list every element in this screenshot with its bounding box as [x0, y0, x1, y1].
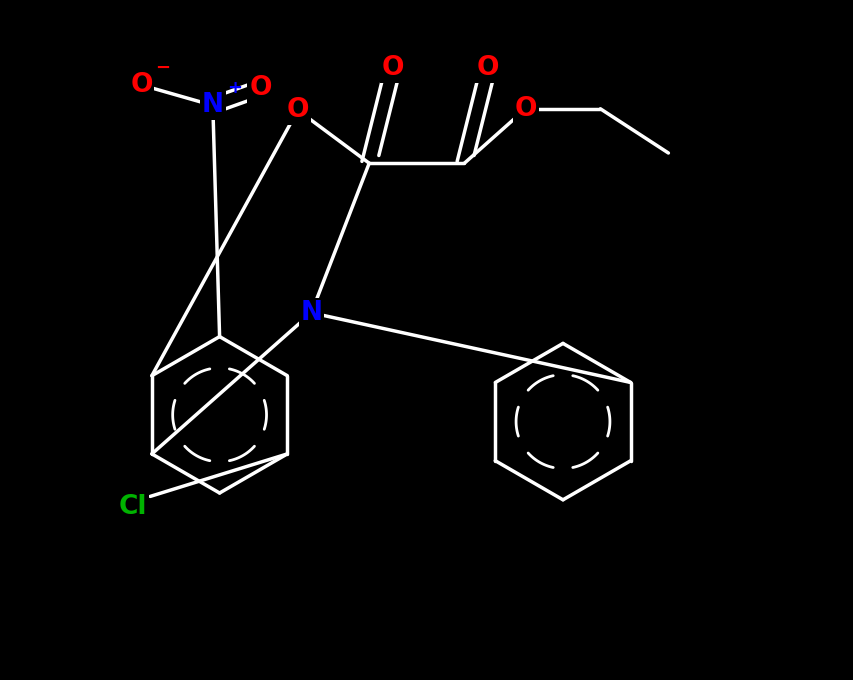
Text: N: N	[300, 300, 322, 326]
Text: O: O	[287, 97, 309, 123]
Text: O: O	[249, 75, 271, 101]
Text: Cl: Cl	[119, 494, 148, 520]
Text: N: N	[201, 92, 223, 118]
Text: O: O	[381, 55, 403, 81]
Text: O: O	[514, 96, 537, 122]
Text: O: O	[476, 55, 499, 81]
Text: −: −	[155, 59, 171, 77]
Text: +: +	[227, 80, 241, 97]
Text: O: O	[130, 72, 153, 98]
